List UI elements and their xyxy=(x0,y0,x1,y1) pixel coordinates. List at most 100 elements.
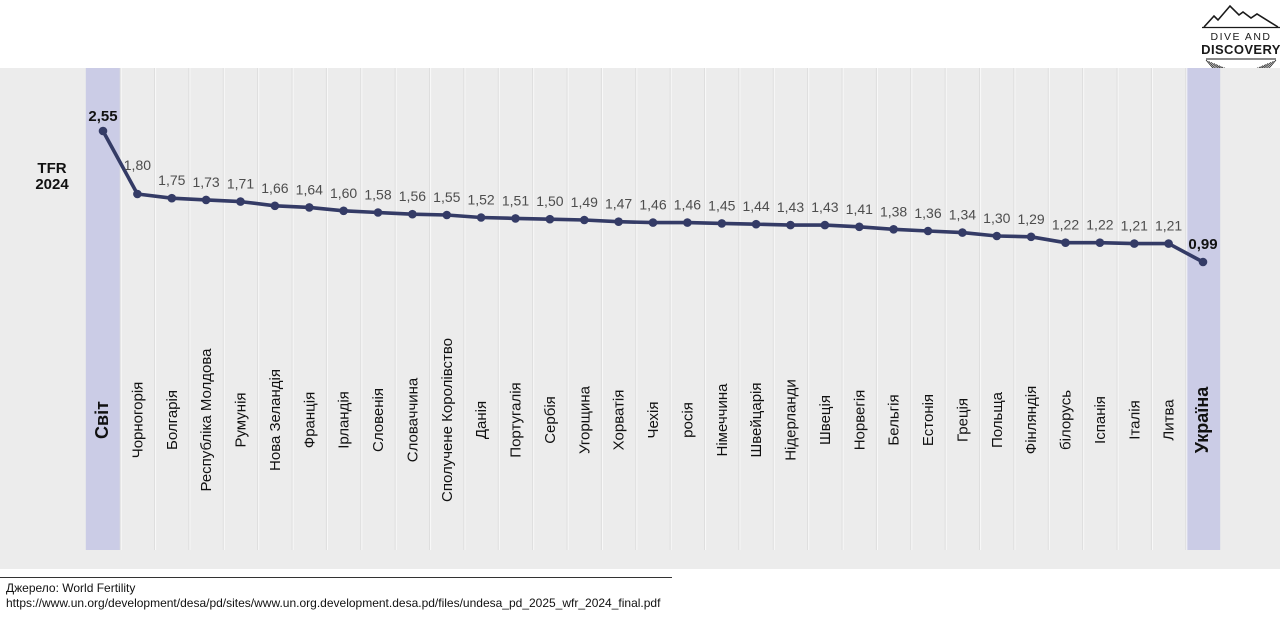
data-point xyxy=(373,208,383,217)
category-label: Португалія xyxy=(508,382,525,457)
category-label: Швейцарія xyxy=(748,383,765,458)
value-label: 1,58 xyxy=(364,187,391,203)
source-label: Джерело: World Fertility xyxy=(6,581,136,595)
value-label: 1,22 xyxy=(1086,217,1113,233)
data-point xyxy=(270,201,280,211)
mountain-icon xyxy=(1203,4,1279,28)
data-point xyxy=(1198,257,1208,267)
value-label: 1,73 xyxy=(192,174,219,190)
highlight-band xyxy=(85,68,121,550)
data-point xyxy=(1026,232,1036,242)
category-label: Німеччина xyxy=(714,383,731,457)
category-label: Іспанія xyxy=(1092,396,1109,444)
category-label: Ірландія xyxy=(336,391,353,449)
value-label: 1,80 xyxy=(124,157,151,173)
category-label: Бельгія xyxy=(886,394,903,445)
category-label: Світ xyxy=(92,401,112,439)
category-label: Республіка Молдова xyxy=(198,348,215,492)
data-point xyxy=(201,195,211,205)
brand-line1: DIVE AND xyxy=(1210,31,1271,43)
data-point xyxy=(408,209,417,219)
value-label: 2,55 xyxy=(88,108,117,125)
category-label: Чехія xyxy=(645,402,662,439)
source-url[interactable]: https://www.un.org/development/desa/pd/s… xyxy=(6,596,661,610)
data-point xyxy=(889,225,898,234)
data-point xyxy=(992,231,1002,241)
value-label: 1,41 xyxy=(846,201,873,217)
highlight-band xyxy=(1185,68,1221,550)
axis-label-line1: TFR xyxy=(37,160,67,177)
value-label: 1,43 xyxy=(811,199,838,215)
data-point xyxy=(442,210,452,220)
data-point xyxy=(855,222,864,232)
category-label: Норвегія xyxy=(851,390,868,451)
data-point xyxy=(1164,239,1173,248)
category-label: Греція xyxy=(954,398,971,442)
data-point xyxy=(511,214,520,223)
category-label: Сербія xyxy=(542,396,559,444)
value-label: 1,64 xyxy=(296,181,323,197)
data-point xyxy=(98,126,108,136)
category-label: Словенія xyxy=(370,388,387,452)
value-label: 1,34 xyxy=(949,207,976,223)
data-point xyxy=(786,220,795,230)
value-label: 1,36 xyxy=(914,205,941,221)
category-label: Данія xyxy=(473,401,490,439)
value-label: 1,45 xyxy=(708,197,735,213)
data-point xyxy=(236,197,245,206)
value-label: 1,66 xyxy=(261,180,288,196)
chart-axis-label: TFR 2024 xyxy=(24,161,80,193)
value-label: 1,60 xyxy=(330,185,357,201)
value-label: 1,55 xyxy=(433,189,460,205)
data-point xyxy=(923,226,933,236)
value-label: 1,47 xyxy=(605,196,632,212)
category-label: Фінляндія xyxy=(1023,386,1040,454)
value-label: 1,44 xyxy=(742,198,769,214)
chart-plot: 2,55 Світ 1,80 Чорногорія 1,75 Болгарія 1,73 Ре… xyxy=(85,68,1221,550)
category-label: білорусь xyxy=(1058,390,1075,450)
value-label: 0,99 xyxy=(1188,236,1217,253)
category-label: Словаччина xyxy=(404,377,421,462)
category-label: Україна xyxy=(1192,386,1212,453)
tfr-chart: 2,55 Світ 1,80 Чорногорія 1,75 Болгарія 1,73 Ре… xyxy=(0,68,1280,569)
category-label: Франція xyxy=(301,392,318,448)
value-label: 1,21 xyxy=(1155,218,1182,234)
data-point xyxy=(1095,238,1105,247)
category-label: Нідерланди xyxy=(783,379,800,461)
data-point xyxy=(133,189,142,199)
data-point xyxy=(1061,238,1070,247)
category-label: Угорщина xyxy=(576,385,593,454)
value-label: 1,21 xyxy=(1121,218,1148,234)
data-point xyxy=(476,213,486,222)
value-label: 1,46 xyxy=(674,197,701,213)
data-point xyxy=(580,215,589,225)
value-label: 1,52 xyxy=(467,192,494,208)
value-label: 1,22 xyxy=(1052,217,1079,233)
value-label: 1,30 xyxy=(983,210,1010,226)
value-label: 1,50 xyxy=(536,193,563,209)
data-point xyxy=(305,203,314,212)
category-label: Італія xyxy=(1126,400,1143,439)
value-label: 1,43 xyxy=(777,199,804,215)
category-label: Румунія xyxy=(233,392,250,447)
category-label: Литва xyxy=(1161,399,1178,441)
brand-line2: DISCOVERY xyxy=(1202,42,1280,57)
value-label: 1,71 xyxy=(227,176,254,192)
footer-rule xyxy=(0,577,672,578)
category-label: Нова Зеландія xyxy=(267,369,284,471)
category-label: Естонія xyxy=(920,394,937,446)
value-label: 1,38 xyxy=(880,203,907,219)
data-point xyxy=(1130,239,1139,248)
category-label: Болгарія xyxy=(164,390,181,450)
category-label: Швеція xyxy=(817,395,834,445)
value-label: 1,46 xyxy=(639,197,666,213)
data-point xyxy=(958,228,967,237)
axis-label-line2: 2024 xyxy=(35,176,69,193)
data-point xyxy=(717,219,727,228)
category-label: Чорногорія xyxy=(129,382,146,459)
data-point xyxy=(545,214,555,224)
category-label: Польща xyxy=(989,391,1006,448)
value-label: 1,51 xyxy=(502,192,529,208)
data-point xyxy=(167,193,177,203)
value-label: 1,29 xyxy=(1017,211,1044,227)
